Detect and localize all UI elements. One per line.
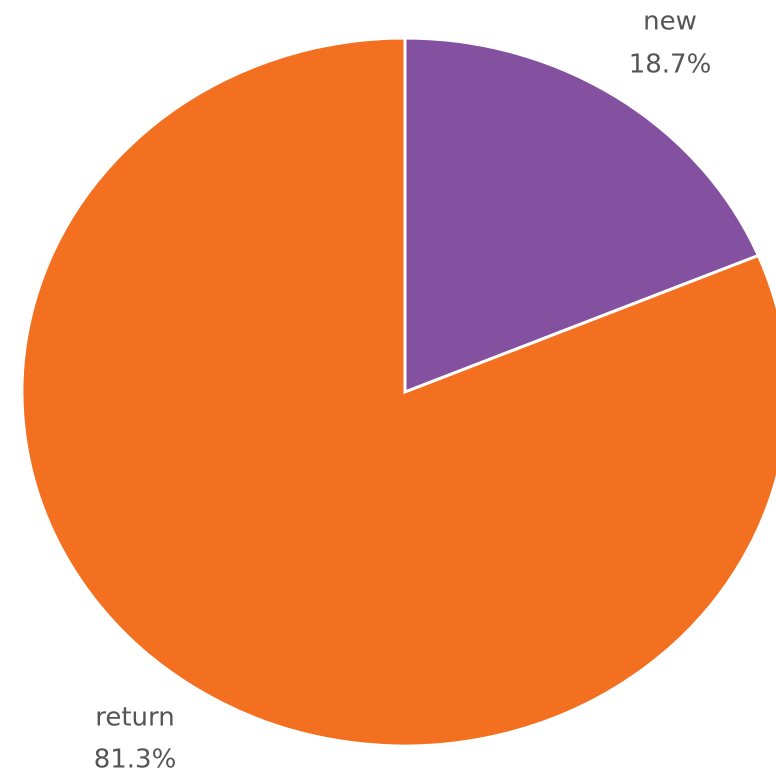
pie-slice <box>403 36 761 395</box>
pie-slice <box>20 36 776 748</box>
slice-label: new <box>643 7 697 37</box>
slice-value-label: 18.7% <box>629 50 712 80</box>
slice-value-label: 81.3% <box>94 745 177 775</box>
slice-label: return <box>95 703 175 733</box>
